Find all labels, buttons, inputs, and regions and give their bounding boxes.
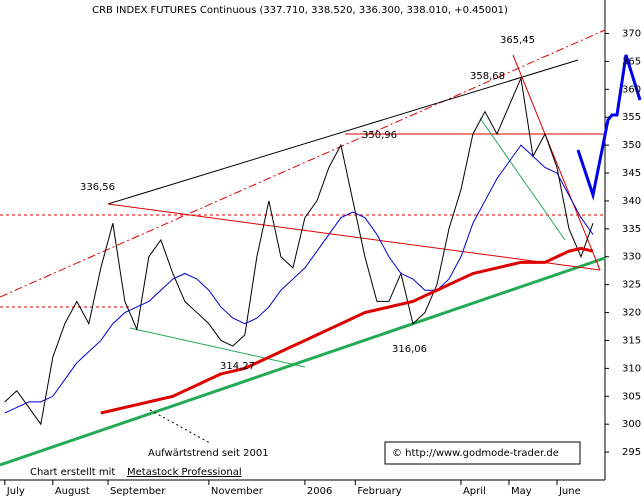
- x-tick-label: June: [558, 486, 581, 497]
- chart-title: CRB INDEX FUTURES Continuous (337.710, 3…: [92, 5, 508, 16]
- y-tick-label: 360: [622, 84, 641, 95]
- copyright: © http://www.godmode-trader.de: [392, 448, 559, 459]
- trend-line: [479, 117, 566, 241]
- annotation: 358,68: [470, 71, 505, 82]
- x-tick-label: 2006: [307, 486, 332, 497]
- x-tick-label: August: [55, 486, 90, 497]
- y-tick-label: 305: [622, 391, 641, 402]
- annotation: 365,45: [500, 35, 535, 46]
- x-tick-label: April: [463, 486, 486, 497]
- trend-lines: [0, 29, 642, 467]
- y-tick-label: 330: [622, 252, 641, 263]
- y-tick-label: 320: [622, 308, 641, 319]
- x-tick-label: July: [6, 486, 25, 497]
- y-tick-label: 335: [622, 224, 641, 235]
- series-line: [4, 144, 594, 414]
- x-tick-label: September: [110, 486, 166, 497]
- y-tick-label: 340: [622, 196, 641, 207]
- trend-line: [512, 54, 601, 271]
- y-tick-label: 325: [622, 280, 641, 291]
- y-tick-label: 365: [622, 56, 641, 67]
- channel-line: [107, 59, 579, 205]
- annotation: Aufwärtstrend seit 2001: [148, 448, 269, 459]
- y-tick-label: 345: [622, 168, 641, 179]
- y-tick-label: 295: [622, 447, 641, 458]
- uptrend-line: [0, 256, 606, 467]
- footer-link[interactable]: Metastock Professional: [127, 467, 242, 478]
- annotation: 350,96: [362, 130, 397, 141]
- trend-line: [129, 327, 306, 368]
- annotation: 314,27: [220, 361, 255, 372]
- pointer-line: [149, 409, 211, 444]
- y-tick-label: 300: [622, 419, 641, 430]
- x-tick-label: February: [357, 486, 401, 497]
- trend-line: [107, 203, 601, 271]
- series-line: [100, 246, 594, 415]
- x-tick-label: May: [511, 486, 532, 497]
- y-tick-label: 315: [622, 335, 641, 346]
- annotation: 336,56: [80, 182, 115, 193]
- y-tick-label: 350: [622, 140, 641, 151]
- series-line: [4, 76, 594, 426]
- y-tick-label: 355: [622, 112, 641, 123]
- channel-line: [0, 29, 606, 298]
- y-tick-label: 310: [622, 363, 641, 374]
- annotation: 316,06: [392, 344, 427, 355]
- y-tick-label: 370: [622, 28, 641, 39]
- footer-text: Chart erstellt mit: [30, 467, 115, 478]
- projection: [576, 54, 642, 201]
- x-tick-label: November: [211, 486, 264, 497]
- copyright-box: [384, 441, 581, 465]
